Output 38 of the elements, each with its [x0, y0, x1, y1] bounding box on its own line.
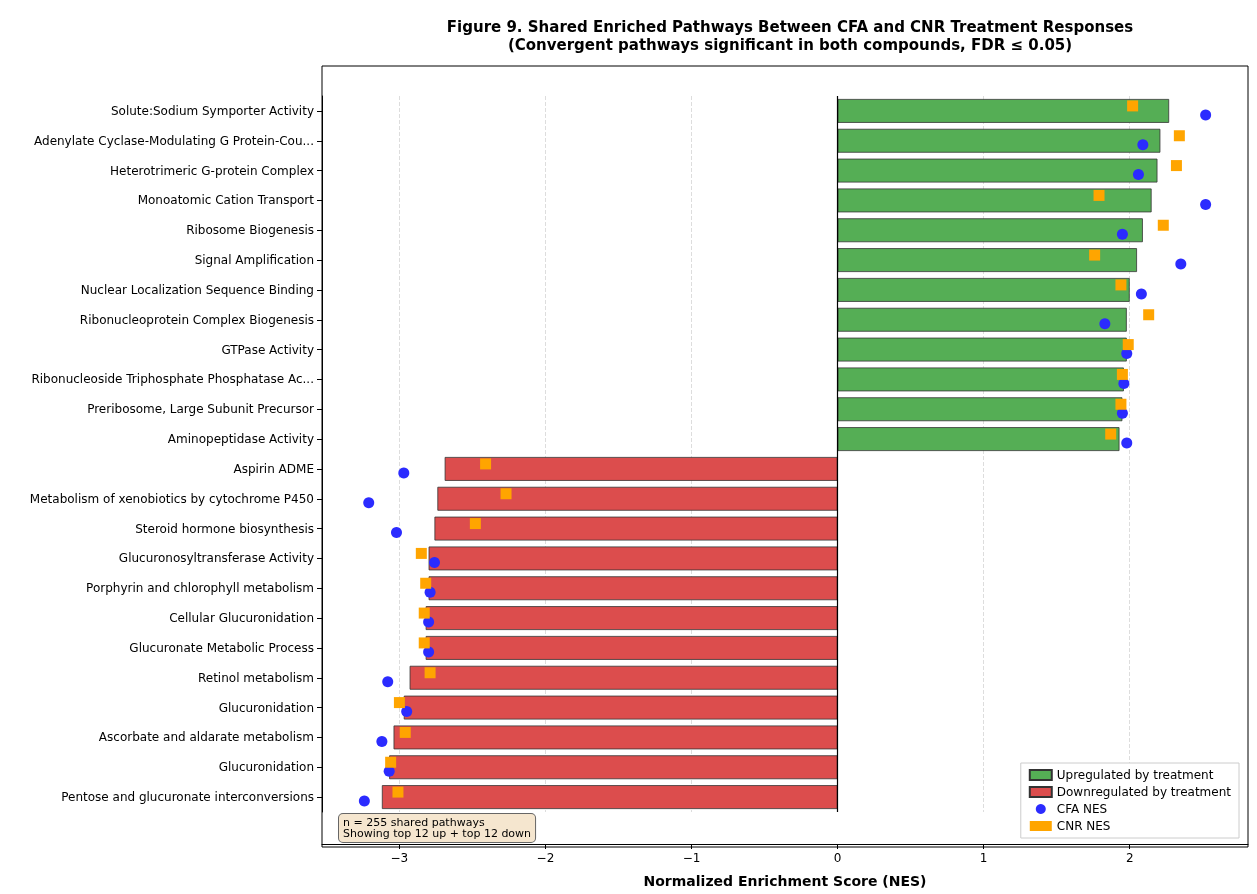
x-tick-label: −2 — [536, 851, 555, 865]
y-tick-label: Glucuronate Metabolic Process — [129, 640, 314, 655]
x-axis-title: Normalized Enrichment Score (NES) — [643, 873, 927, 889]
x-tick-label: −1 — [682, 851, 701, 865]
y-tick-label: Retinol metabolism — [197, 670, 314, 685]
y-tick-label: Ribonucleoside Triphosphate Phosphatase Ac... — [31, 372, 314, 387]
y-tick-label: Pentose and glucuronate interconversions — [61, 790, 314, 805]
y-tick-label: Solute:Sodium Symporter Activity — [110, 103, 314, 118]
y-tick-label: Ascorbate and aldarate metabolism — [98, 730, 314, 745]
y-tick-label: Glucuronosyltransferase Activity — [118, 551, 314, 566]
y-tick-label: Porphyrin and chlorophyll metabolism — [86, 581, 314, 596]
y-tick-label: Glucuronidation — [218, 700, 314, 715]
y-tick-label: Adenylate Cyclase-Modulating G Protein-Cou... — [34, 133, 314, 148]
y-tick-label: Metabolism of xenobiotics by cytochrome P450 — [29, 491, 314, 506]
y-tick-label: Aminopeptidase Activity — [167, 432, 314, 447]
y-tick-label: Ribonucleoprotein Complex Biogenesis — [79, 312, 314, 327]
y-tick-label: Nuclear Localization Sequence Binding — [80, 282, 314, 297]
y-tick-label: Preribosome, Large Subunit Precursor — [87, 402, 315, 417]
y-tick-label: GTPase Activity — [221, 342, 314, 357]
chart-subtitle: (Convergent pathways significant in both compounds, FDR ≤ 0.05) — [507, 35, 1073, 54]
y-tick-label: Glucuronidation — [218, 760, 314, 775]
legend-label: Upregulated by treatment — [1056, 768, 1214, 782]
legend-label: Downregulated by treatment — [1056, 785, 1232, 799]
y-tick-label: Steroid hormone biosynthesis — [135, 521, 314, 536]
y-tick-label: Cellular Glucuronidation — [169, 611, 314, 626]
x-tick-label: 1 — [979, 851, 988, 865]
text: n = 255 shared pathways Showing top 12 up + top 12 down — [343, 816, 532, 840]
legend-label: CNR NES — [1056, 819, 1111, 833]
legend-label: CFA NES — [1056, 802, 1108, 816]
y-tick-label: Ribosome Biogenesis — [186, 223, 314, 238]
y-tick-label: Signal Amplification — [194, 253, 314, 268]
x-tick-label: 2 — [1125, 851, 1134, 865]
x-tick-label: −3 — [390, 851, 409, 865]
y-tick-label: Aspirin ADME — [233, 461, 314, 476]
y-tick-label: Monoatomic Cation Transport — [137, 193, 315, 208]
x-tick-label: 0 — [833, 851, 842, 865]
y-tick-label: Heterotrimeric G-protein Complex — [110, 163, 314, 178]
chart-title: Figure 9. Shared Enriched Pathways Between CFA and CNR Treatment Responses — [446, 17, 1134, 36]
